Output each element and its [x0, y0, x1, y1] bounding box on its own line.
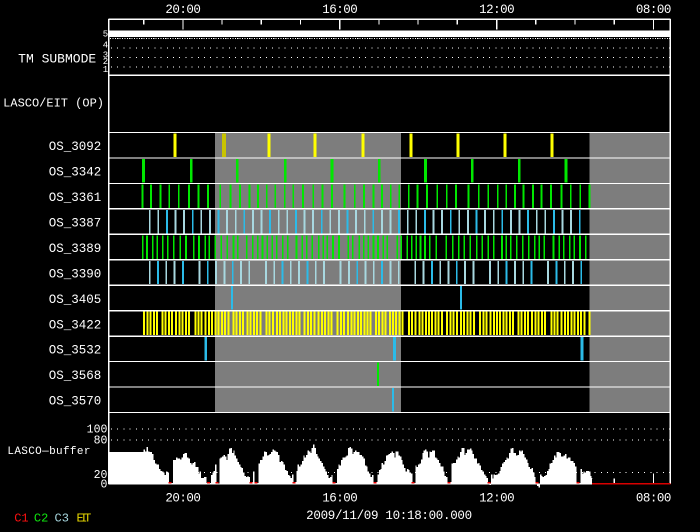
- svg-text:TM SUBMODE: TM SUBMODE: [18, 51, 96, 66]
- svg-text:OS_3570: OS_3570: [49, 395, 102, 409]
- svg-text:C2: C2: [34, 511, 48, 525]
- svg-text:EIT: EIT: [77, 511, 92, 525]
- svg-text:C1: C1: [14, 511, 28, 525]
- svg-text:OS_3422: OS_3422: [49, 318, 102, 332]
- svg-text:5: 5: [103, 30, 108, 40]
- svg-text:20: 20: [94, 469, 108, 482]
- svg-text:OS_3387: OS_3387: [49, 216, 102, 230]
- svg-text:80: 80: [94, 435, 108, 448]
- svg-text:4: 4: [103, 41, 108, 51]
- svg-text:OS_3361: OS_3361: [49, 191, 102, 205]
- svg-text:OS_3532: OS_3532: [49, 344, 102, 358]
- svg-text:1: 1: [103, 65, 108, 75]
- svg-text:OS_3390: OS_3390: [49, 267, 102, 281]
- svg-text:OS_3092: OS_3092: [49, 140, 102, 154]
- svg-text:OS_3389: OS_3389: [49, 242, 102, 256]
- svg-text:2: 2: [103, 57, 108, 67]
- svg-text:LASCO—buffer: LASCO—buffer: [7, 446, 90, 458]
- svg-text:08:00: 08:00: [636, 3, 671, 17]
- svg-text:16:00: 16:00: [322, 3, 357, 17]
- svg-text:LASCO/EIT (OP): LASCO/EIT (OP): [3, 97, 104, 111]
- svg-text:16:00: 16:00: [322, 491, 357, 505]
- svg-text:0: 0: [100, 479, 107, 492]
- svg-text:12:00: 12:00: [479, 3, 514, 17]
- svg-text:08:00: 08:00: [636, 491, 671, 505]
- svg-text:12:00: 12:00: [479, 491, 514, 505]
- svg-text:C3: C3: [55, 511, 69, 525]
- svg-text:OS_3342: OS_3342: [49, 166, 102, 180]
- svg-text:2009/11/09 10:18:00.000: 2009/11/09 10:18:00.000: [306, 509, 472, 523]
- svg-text:20:00: 20:00: [165, 491, 200, 505]
- svg-text:20:00: 20:00: [165, 3, 200, 17]
- svg-text:OS_3405: OS_3405: [49, 293, 102, 307]
- svg-text:100: 100: [87, 424, 108, 437]
- svg-text:3: 3: [103, 51, 108, 61]
- svg-text:OS_3568: OS_3568: [49, 369, 102, 383]
